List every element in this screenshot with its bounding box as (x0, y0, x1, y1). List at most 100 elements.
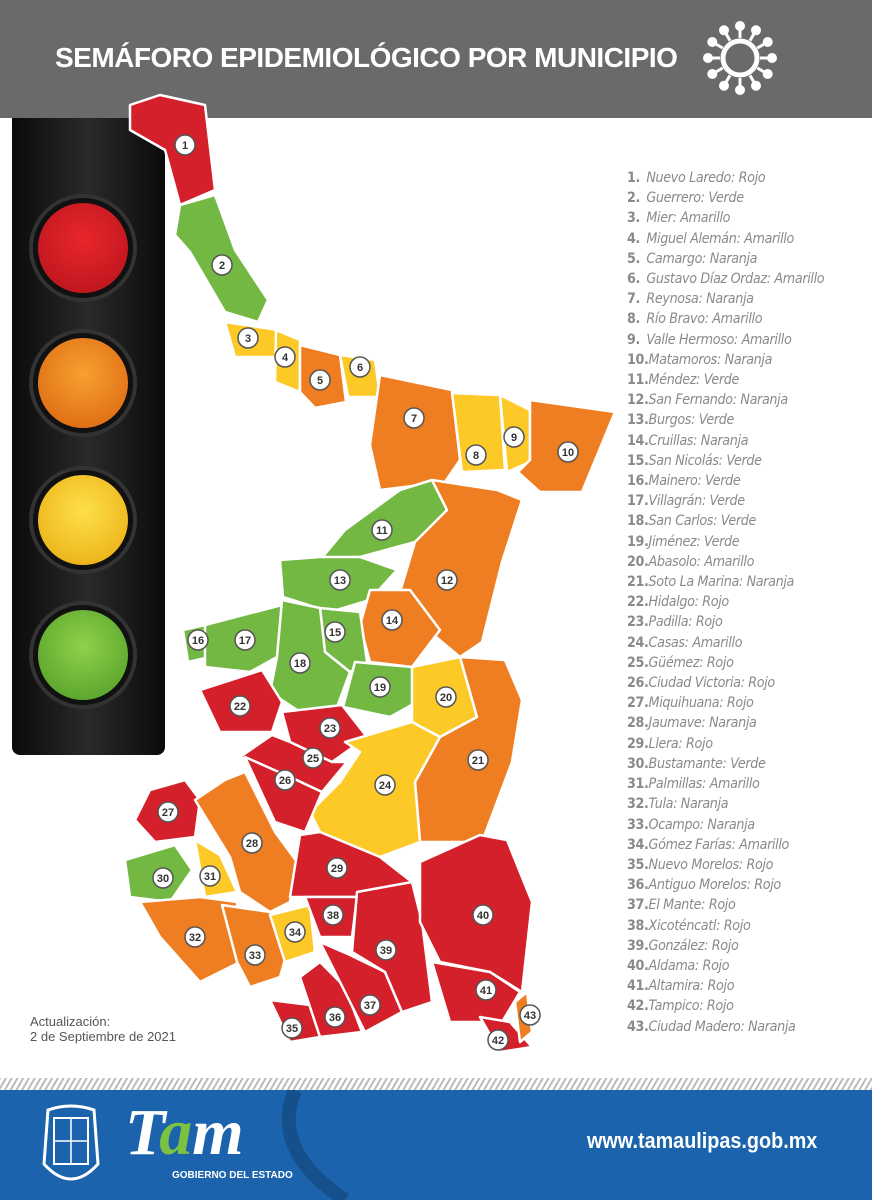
legend-item: 24.CasasAmarillo (627, 633, 824, 653)
legend-name: Abasolo (649, 554, 705, 570)
tam-logo: Tam (125, 1096, 244, 1169)
municipality-legend: 1.Nuevo LaredoRojo2.GuerreroVerde3.MierA… (627, 168, 825, 1037)
legend-item: 1. Nuevo LaredoRojo (627, 168, 824, 188)
label-number: 21 (472, 755, 484, 767)
municipality-label: 15 (324, 621, 346, 643)
legend-item: 10.MatamorosNaranja (627, 350, 824, 370)
municipality-label: 18 (289, 652, 311, 674)
label-number: 28 (246, 838, 258, 850)
label-number: 41 (480, 985, 492, 997)
legend-item: 14.CruillasNaranja (627, 431, 824, 451)
municipality-label: 35 (281, 1017, 303, 1039)
label-number: 2 (219, 260, 225, 272)
legend-status: Verde (705, 473, 741, 490)
legend-name: Jaumave (649, 715, 710, 731)
municipality-region[interactable] (413, 655, 524, 844)
legend-name: Guerrero (646, 190, 708, 206)
legend-number: 16. (627, 473, 649, 490)
label-number: 37 (364, 1000, 376, 1012)
label-number: 23 (324, 723, 336, 735)
legend-number: 11. (627, 372, 649, 389)
municipality-label: 10 (557, 441, 579, 463)
label-number: 38 (327, 910, 339, 922)
legend-status: Naranja (709, 250, 758, 267)
label-badge (241, 832, 263, 854)
legend-number: 13. (627, 412, 649, 429)
legend-name: Nuevo Laredo (646, 170, 738, 186)
legend-number: 22. (627, 594, 649, 611)
municipality-region[interactable] (128, 93, 217, 207)
legend-item: 16.MaineroVerde (627, 471, 824, 491)
municipality-label: 22 (229, 695, 251, 717)
legend-status: Rojo (707, 978, 735, 995)
legend-name: Bustamante (649, 756, 731, 772)
label-badge (234, 629, 256, 651)
municipality-label: 16 (187, 629, 209, 651)
municipality-label: 25 (302, 747, 324, 769)
label-badge (289, 652, 311, 674)
legend-status: Rojo (723, 917, 751, 934)
legend-status: Verde (708, 190, 744, 207)
legend-status: Amarillo (739, 836, 790, 853)
municipality-label: 20 (435, 686, 457, 708)
label-number: 25 (307, 753, 319, 765)
legend-name: San Fernando (649, 392, 741, 408)
municipality-label: 43 (519, 1004, 541, 1026)
legend-status: Verde (726, 452, 762, 469)
label-number: 26 (279, 775, 291, 787)
legend-status: Naranja (680, 796, 729, 813)
legend-status: Verde (720, 513, 757, 530)
legend-name: Ciudad Victoria (649, 675, 749, 691)
label-badge (319, 717, 341, 739)
legend-number: 33. (627, 816, 649, 833)
legend-status: Rojo (748, 675, 775, 692)
legend-name: El Mante (649, 897, 709, 913)
legend-number: 36. (627, 877, 649, 894)
legend-name: Miguel Alemán (646, 231, 744, 247)
legend-name: Méndez (649, 372, 704, 388)
legend-number: 34. (627, 836, 649, 853)
website-link[interactable]: www.tamaulipas.gob.mx (587, 1128, 818, 1153)
label-badge (403, 407, 425, 429)
municipality-region[interactable] (450, 391, 507, 474)
label-badge (475, 979, 497, 1001)
legend-number: 9. (627, 331, 641, 348)
label-number: 5 (317, 375, 323, 387)
legend-status: Rojo (706, 998, 734, 1015)
label-number: 32 (189, 932, 201, 944)
legend-number: 5. (627, 250, 641, 267)
label-badge (375, 939, 397, 961)
lamp-red (33, 198, 133, 298)
label-badge (436, 569, 458, 591)
legend-name: Hidalgo (649, 594, 703, 610)
legend-status: Amarillo (692, 634, 743, 651)
lamp-green (33, 605, 133, 705)
municipality-label: 24 (374, 774, 396, 796)
municipality-region[interactable] (368, 373, 462, 492)
hatched-divider (0, 1078, 872, 1090)
legend-item: 22.HidalgoRojo (627, 592, 824, 612)
legend-status: Amarillo (774, 271, 825, 288)
label-badge (237, 327, 259, 349)
legend-item: 31.PalmillasAmarillo (627, 774, 824, 794)
legend-number: 43. (627, 1018, 649, 1035)
label-number: 16 (192, 635, 204, 647)
legend-number: 31. (627, 776, 649, 793)
legend-item: 6. Gustavo Díaz OrdazAmarillo (627, 269, 825, 289)
label-number: 39 (380, 945, 392, 957)
update-label: Actualización: (30, 1014, 111, 1029)
legend-name: Valle Hermoso (646, 332, 741, 348)
label-badge (371, 519, 393, 541)
label-number: 12 (441, 575, 453, 587)
legend-number: 20. (627, 553, 649, 570)
label-number: 4 (282, 352, 289, 364)
label-number: 9 (511, 432, 517, 444)
legend-name: Camargo (646, 251, 709, 267)
legend-number: 7. (627, 291, 641, 308)
legend-number: 41. (627, 978, 649, 995)
legend-number: 8. (627, 311, 641, 328)
municipality-label: 21 (467, 749, 489, 771)
lamp-orange (33, 333, 133, 433)
legend-number: 2. (627, 190, 641, 207)
